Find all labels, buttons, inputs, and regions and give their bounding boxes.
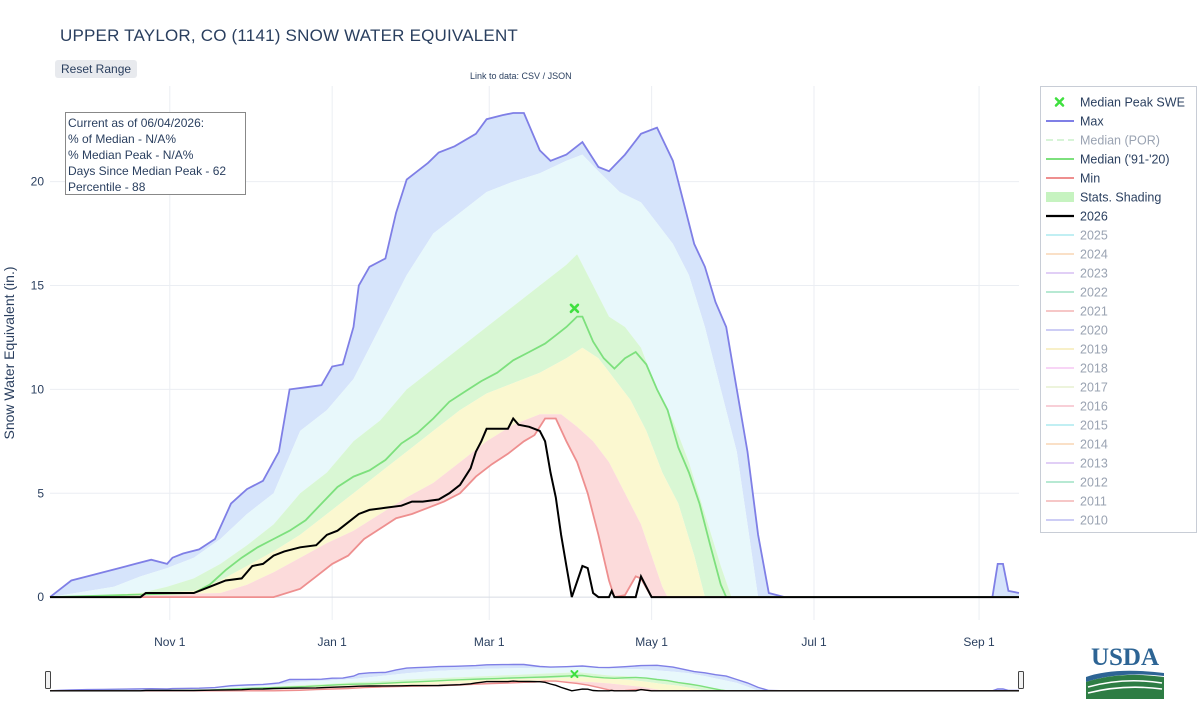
reset-range-button[interactable]: Reset Range: [55, 60, 138, 78]
range-current-line: [50, 680, 1019, 692]
legend-label[interactable]: 2014: [1080, 438, 1108, 452]
x-tick-label: May 1: [635, 635, 668, 649]
legend: [1040, 86, 1197, 533]
y-axis-title: Snow Water Equivalent (in.): [1, 267, 17, 440]
usda-logo-graphic: USDA: [1086, 644, 1164, 699]
legend-label[interactable]: Min: [1080, 172, 1100, 186]
legend-label[interactable]: 2022: [1080, 286, 1108, 300]
range-band-p90: [50, 666, 1019, 691]
legend-label[interactable]: 2017: [1080, 381, 1108, 395]
legend-label[interactable]: 2021: [1080, 305, 1108, 319]
range-band-p70: [50, 672, 1019, 691]
range-max-line: [49, 663, 1020, 692]
legend-label[interactable]: 2018: [1080, 362, 1108, 376]
usda-logo: USDA: [1084, 643, 1166, 699]
y-tick-label: 10: [31, 382, 45, 396]
range-right-handle[interactable]: [1018, 671, 1024, 689]
link-prefix: Link to data:: [470, 71, 522, 81]
range-peak-marker: [570, 670, 579, 679]
x-tick-label: Nov 1: [154, 635, 186, 649]
legend-label[interactable]: 2010: [1080, 514, 1108, 528]
y-tick-label: 15: [31, 278, 45, 292]
info-box: [65, 112, 246, 195]
legend-label[interactable]: 2019: [1080, 343, 1108, 357]
median-peak-marker[interactable]: [569, 303, 580, 314]
legend-label[interactable]: 2025: [1080, 229, 1108, 243]
range-band-p50: [50, 677, 1019, 691]
info-box-line: % Median Peak - N/A%: [68, 148, 194, 162]
data-link: Link to data: CSV / JSON: [470, 71, 572, 81]
legend-label[interactable]: 2016: [1080, 400, 1108, 414]
legend-label[interactable]: 2024: [1080, 248, 1108, 262]
x-tick-label: Jul 1: [801, 635, 827, 649]
range-median-line: [49, 674, 1019, 692]
legend-label[interactable]: 2013: [1080, 457, 1108, 471]
link-separator: /: [540, 71, 548, 81]
y-tick-label: 5: [37, 486, 44, 500]
chart-title: UPPER TAYLOR, CO (1141) SNOW WATER EQUIV…: [60, 26, 519, 45]
legend-shade-swatch[interactable]: [1046, 192, 1074, 202]
info-box-line: Current as of 06/04/2026:: [68, 116, 204, 130]
legend-marker-icon[interactable]: [1054, 97, 1065, 107]
legend-label[interactable]: Stats. Shading: [1080, 191, 1161, 205]
current-year-line[interactable]: [50, 416, 1019, 599]
median-line[interactable]: [49, 315, 1019, 598]
json-link[interactable]: JSON: [547, 71, 572, 81]
info-box-line: Percentile - 88: [68, 180, 146, 194]
usda-logo-text: USDA: [1091, 644, 1159, 671]
legend-label[interactable]: Median Peak SWE: [1080, 96, 1185, 110]
band-p90-p70: [50, 154, 1019, 598]
info-box-line: Days Since Median Peak - 62: [68, 164, 226, 178]
x-tick-label: Jan 1: [318, 635, 348, 649]
band-p70-p50: [50, 254, 1019, 598]
legend-label[interactable]: 2026: [1080, 210, 1108, 224]
max-line[interactable]: [49, 112, 1020, 598]
legend-label[interactable]: 2015: [1080, 419, 1108, 433]
legend-label[interactable]: 2020: [1080, 324, 1108, 338]
legend-label[interactable]: 2012: [1080, 476, 1108, 490]
x-tick-label: Mar 1: [474, 635, 505, 649]
legend-label[interactable]: 2023: [1080, 267, 1108, 281]
csv-link[interactable]: CSV: [521, 71, 541, 81]
info-box-line: % of Median - N/A%: [68, 132, 176, 146]
range-left-handle[interactable]: [45, 671, 51, 689]
legend-label[interactable]: 2011: [1080, 495, 1107, 509]
y-tick-label: 0: [37, 590, 44, 604]
y-tick-label: 20: [31, 175, 45, 189]
x-tick-label: Sep 1: [963, 635, 995, 649]
legend-label[interactable]: Median ('91-'20): [1080, 153, 1170, 167]
legend-label[interactable]: Median (POR): [1080, 134, 1160, 148]
legend-label[interactable]: Max: [1080, 115, 1104, 129]
band-p50-p30: [50, 347, 1019, 598]
